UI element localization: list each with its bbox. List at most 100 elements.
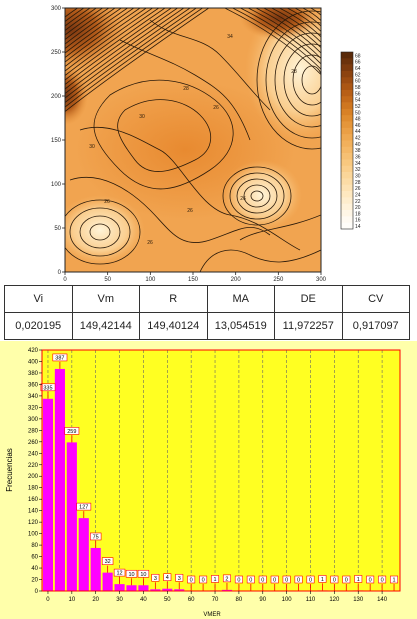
bar-value-label: 3: [178, 576, 181, 582]
bar-value-label: 12: [117, 571, 123, 577]
table-row: 0,020195 149,42144 149,40124 13,054519 1…: [4, 312, 410, 340]
colorbar-tick-label: 34: [355, 161, 361, 167]
colorbar-tick-label: 26: [355, 186, 361, 192]
contour-line: [65, 8, 197, 103]
bar-label-box: [354, 575, 363, 583]
x-tick-label: 80: [236, 597, 243, 603]
contour-line: [263, 8, 321, 48]
bar-label-box: [318, 575, 327, 583]
table-cell: 149,40124: [139, 312, 208, 340]
bar-value-label: 1: [321, 577, 324, 583]
bar-label-box: [113, 568, 126, 577]
bar-label-box: [211, 575, 220, 583]
bar-value-label: 2: [225, 576, 228, 582]
contour-line: [239, 214, 321, 241]
contour-label: 26: [147, 240, 153, 246]
colorbar-tick-label: 40: [355, 142, 361, 148]
contour-line: [222, 166, 292, 226]
table-header-cell: MA: [206, 285, 275, 313]
contour-label: 30: [139, 114, 145, 120]
bar-label-box: [222, 574, 231, 583]
bar-label-box: [246, 575, 255, 584]
colorbar-swatch: [341, 210, 353, 217]
contour-line: [294, 8, 321, 27]
y-tick-label: 0: [35, 589, 39, 595]
x-tick-label: 100: [145, 277, 156, 283]
bar-value-label: 0: [333, 578, 336, 584]
x-tick-label: 20: [92, 597, 99, 603]
contour-line: [65, 8, 166, 81]
y-tick-label: 200: [28, 474, 39, 480]
contour-label: 26: [240, 196, 246, 202]
bar-value-label: 10: [128, 572, 134, 578]
colorbar-tick-label: 16: [355, 218, 361, 224]
histogram-plot-border: [41, 349, 401, 592]
contour-line: [93, 79, 234, 190]
bar-value-label: 1: [357, 577, 360, 583]
colorbar-swatch: [341, 127, 353, 135]
bar-label-box: [282, 575, 291, 584]
y-tick-label: 20: [31, 578, 38, 584]
table-header-cell: DE: [274, 285, 343, 313]
colorbar-tick-label: 24: [355, 192, 361, 198]
y-tick-label: 50: [54, 226, 61, 232]
bar-value-label: 0: [369, 578, 372, 584]
contour-label: 28: [183, 86, 189, 92]
bar-value-label: 0: [190, 578, 193, 584]
x-tick-label: 120: [329, 597, 340, 603]
contour-line: [69, 176, 271, 244]
colorbar-swatch: [341, 140, 353, 148]
colorbar-swatch: [341, 191, 353, 198]
colorbar-swatch: [341, 216, 353, 223]
contour-line: [265, 21, 321, 139]
contour-line: [65, 199, 141, 265]
histogram-bar: [174, 589, 185, 591]
bar-value-label: 0: [202, 578, 205, 584]
contour-line: [243, 184, 271, 208]
colorbar-tick-label: 68: [355, 53, 361, 59]
contour-line: [283, 43, 321, 117]
colorbar-tick-label: 64: [355, 66, 361, 72]
x-tick-label: 110: [306, 597, 316, 603]
colorbar-tick-label: 30: [355, 173, 361, 179]
colorbar-tick-label: 62: [355, 72, 361, 78]
colorbar-swatch: [341, 108, 353, 116]
colorbar-swatch: [341, 146, 353, 154]
bar-label-box: [101, 557, 114, 565]
contour-line: [287, 8, 321, 32]
bar-value-label: 3: [154, 576, 157, 582]
colorbar-swatch: [341, 102, 353, 110]
y-tick-label: 120: [28, 520, 39, 526]
bar-label-box: [306, 575, 315, 584]
table-header-cell: CV: [341, 285, 410, 313]
colorbar-swatch: [341, 184, 353, 192]
contour-label: 26: [213, 105, 219, 111]
contour-line: [65, 8, 147, 67]
x-tick-label: 70: [212, 597, 219, 603]
histogram-bar: [54, 368, 65, 591]
colorbar-swatch: [341, 222, 353, 230]
contour-line: [65, 8, 116, 45]
bar-value-label: 4: [166, 575, 169, 581]
contour-label: 28: [291, 69, 297, 75]
contour-line: [224, 8, 321, 75]
bar-value-label: 0: [285, 578, 288, 584]
colorbar-swatch: [341, 83, 353, 91]
y-tick-label: 140: [28, 509, 39, 515]
contour-line: [256, 10, 321, 150]
contour-line: [65, 8, 178, 90]
contour-line: [301, 65, 321, 95]
contour-line: [274, 32, 321, 128]
colorbar-tick-label: 52: [355, 104, 361, 110]
y-tick-label: 240: [28, 451, 39, 457]
contour-line: [65, 8, 128, 54]
x-tick-label: 0: [46, 597, 50, 603]
x-tick-label: 200: [231, 277, 242, 283]
y-tick-label: 100: [51, 182, 62, 188]
contour-label: 26: [187, 208, 193, 214]
contour-line: [65, 8, 97, 31]
colorbar-swatch: [341, 197, 353, 205]
bar-value-label: 0: [249, 578, 252, 584]
y-tick-label: 340: [28, 394, 39, 400]
